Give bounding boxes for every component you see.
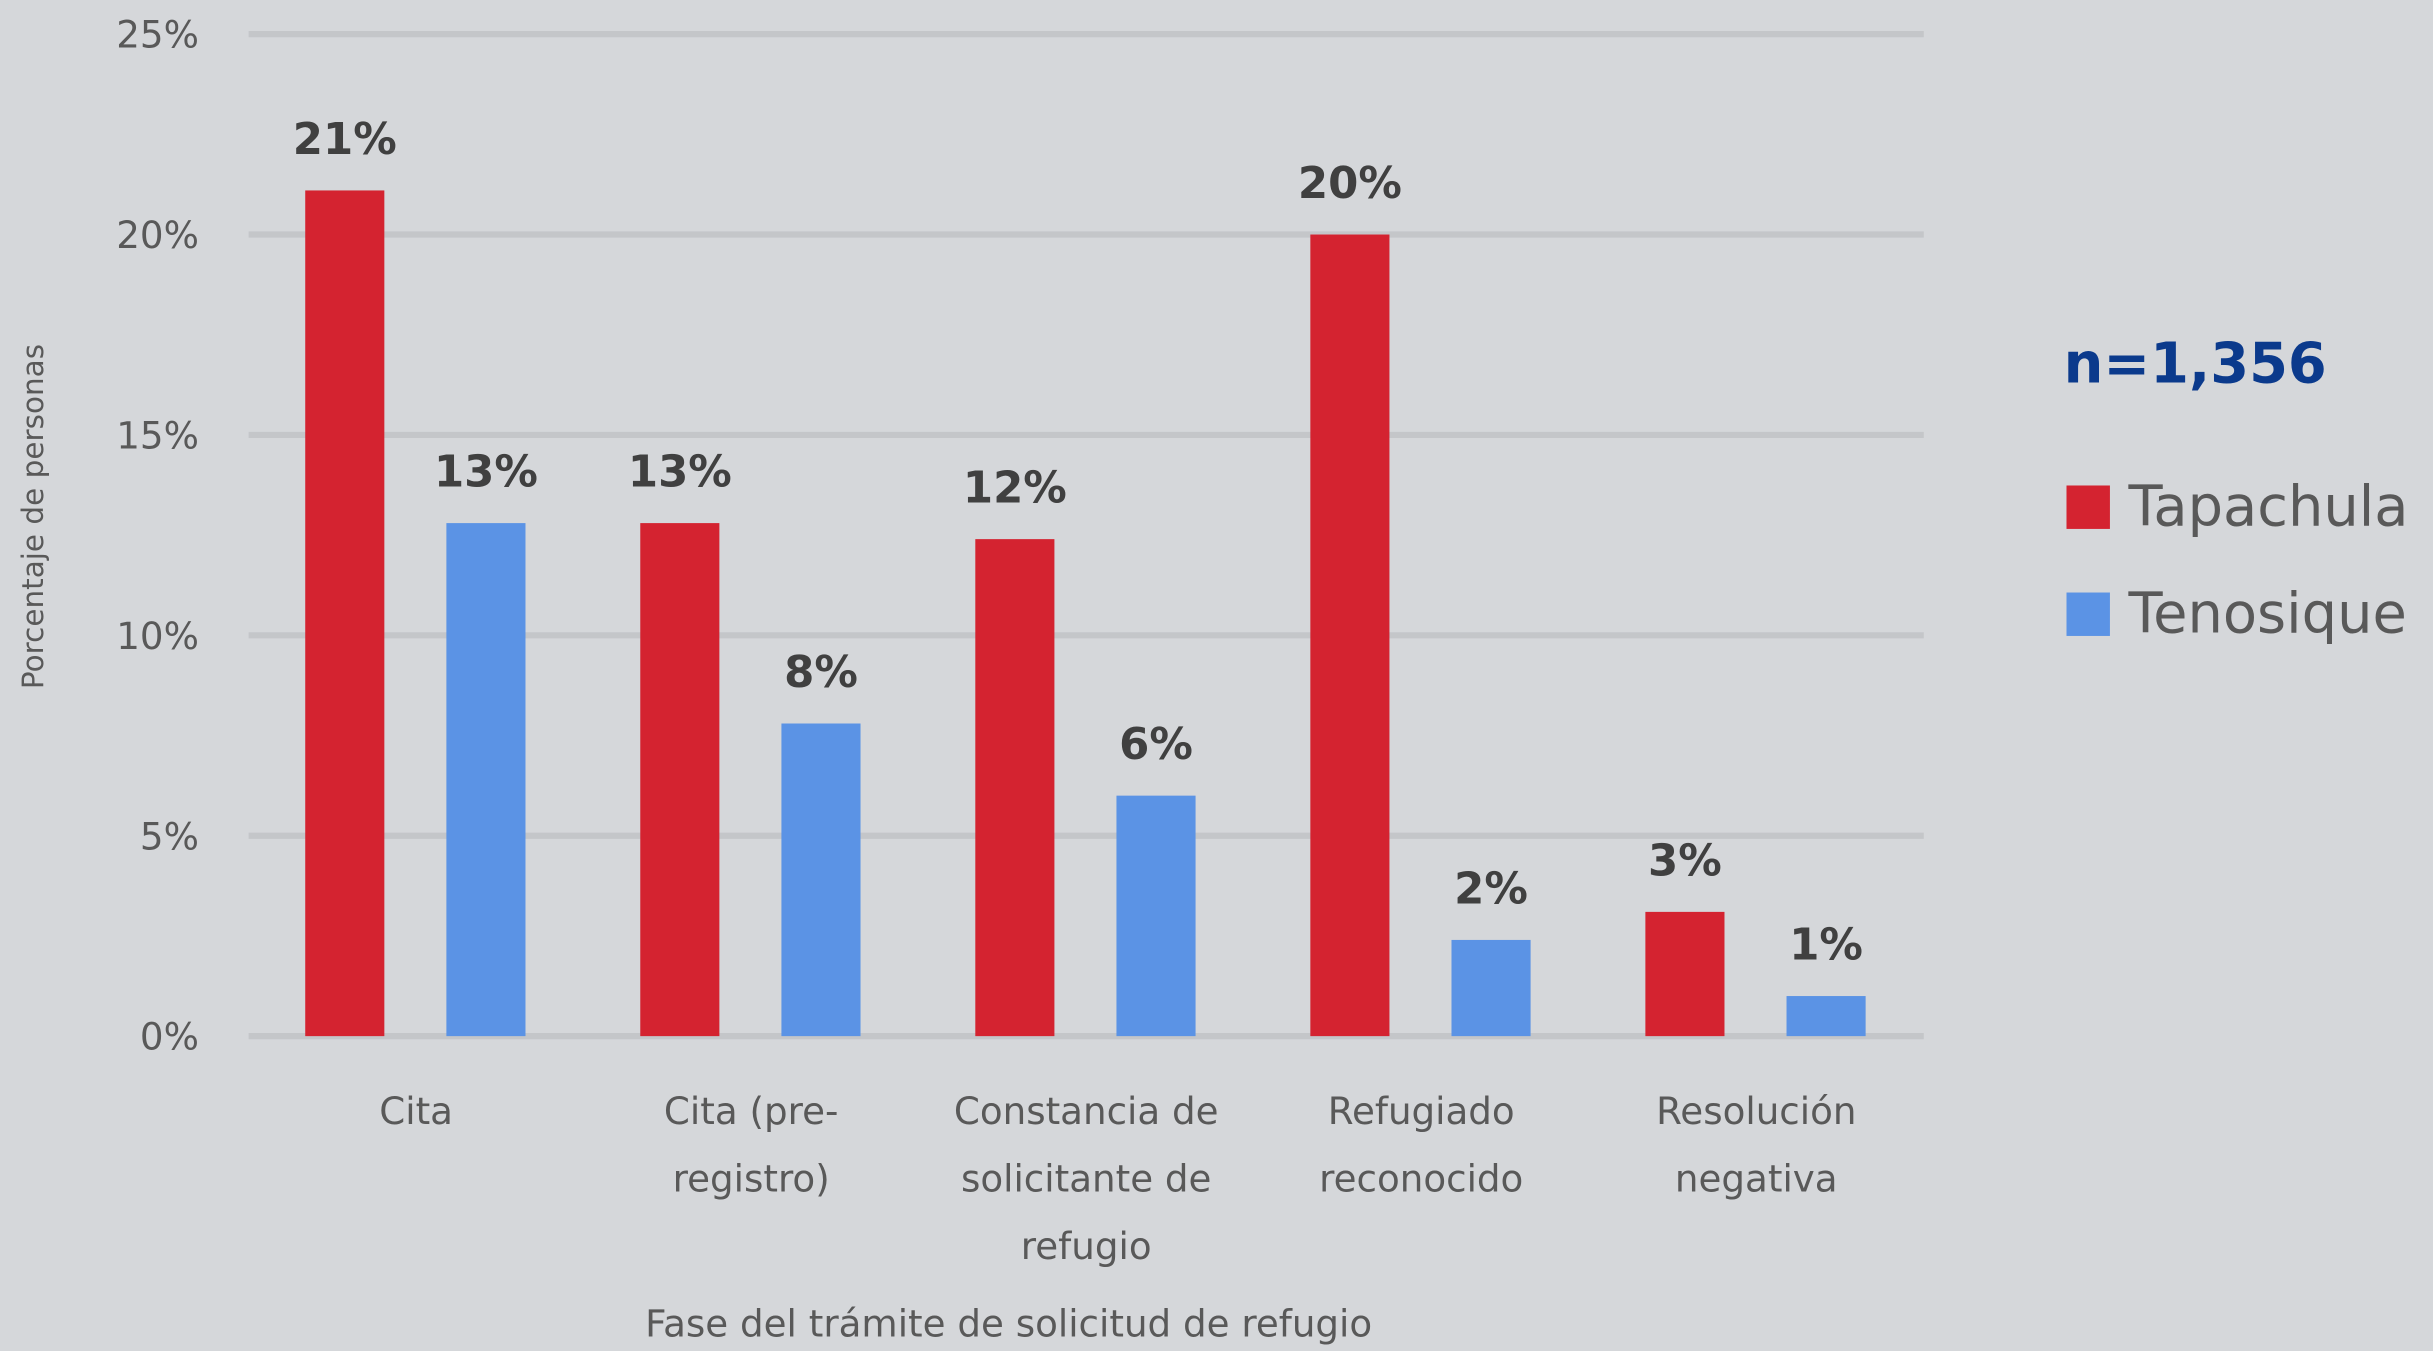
data-label: 13% xyxy=(434,448,538,498)
data-label: 21% xyxy=(293,115,397,165)
x-tick-label: registro) xyxy=(673,1157,830,1201)
x-tick-label: solicitante de xyxy=(961,1157,1211,1201)
bar xyxy=(1310,234,1390,1037)
legend-swatch xyxy=(2066,485,2110,529)
bar xyxy=(446,523,526,1037)
legend-label: Tapachula xyxy=(2128,474,2409,539)
x-tick-label: negativa xyxy=(1675,1157,1838,1201)
bar xyxy=(781,723,861,1037)
data-label: 8% xyxy=(784,648,858,698)
y-tick-label: 5% xyxy=(140,814,199,858)
x-tick-label: Cita xyxy=(379,1089,453,1133)
data-label: 13% xyxy=(628,448,732,498)
data-label: 2% xyxy=(1454,864,1528,914)
y-tick-label: 15% xyxy=(116,414,199,458)
y-tick-label: 0% xyxy=(140,1015,199,1059)
bar xyxy=(305,190,385,1037)
y-tick-label: 25% xyxy=(116,13,199,57)
data-label: 12% xyxy=(963,464,1067,514)
bar xyxy=(1645,911,1725,1037)
y-axis-title: Porcentaje de personas xyxy=(16,344,50,689)
annotation: n=1,356 xyxy=(2064,332,2327,397)
legend-swatch xyxy=(2066,592,2110,636)
x-tick-label: Constancia de xyxy=(954,1089,1219,1133)
x-tick-label: refugio xyxy=(1021,1224,1152,1268)
legend-label: Tenosique xyxy=(2128,581,2407,646)
y-tick-label: 20% xyxy=(116,213,199,257)
x-axis-title: Fase del trámite de solicitud de refugio xyxy=(645,1302,1372,1346)
x-tick-label: Cita (pre- xyxy=(664,1089,839,1133)
x-tick-label: reconocido xyxy=(1319,1157,1523,1201)
x-tick-label: Refugiado xyxy=(1328,1089,1515,1133)
bar xyxy=(1451,939,1531,1037)
data-label: 20% xyxy=(1298,159,1402,209)
data-label: 6% xyxy=(1119,720,1193,770)
bar xyxy=(975,539,1055,1037)
bar xyxy=(1116,795,1196,1037)
bar xyxy=(640,523,720,1037)
y-tick-label: 10% xyxy=(116,614,199,658)
data-label: 1% xyxy=(1789,920,1863,970)
x-tick-label: Resolución xyxy=(1656,1089,1856,1133)
bar xyxy=(1786,996,1866,1037)
data-label: 3% xyxy=(1648,836,1722,886)
